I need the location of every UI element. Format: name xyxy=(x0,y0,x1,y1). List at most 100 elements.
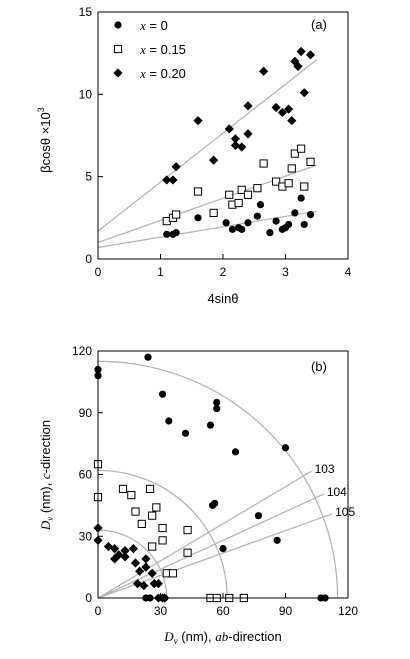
x-axis-label-b-sub: v xyxy=(174,636,178,646)
data-point xyxy=(148,511,157,520)
data-point xyxy=(300,182,309,191)
legend-marker xyxy=(113,44,123,54)
data-point xyxy=(290,149,299,158)
legend-var: x xyxy=(139,18,146,33)
data-point xyxy=(147,568,157,578)
y-axis-label-b-rest: (nm), xyxy=(38,479,53,517)
legend-value: = 0.15 xyxy=(146,42,186,57)
y-axis-label-a: βcosθ ×103 xyxy=(36,107,53,173)
fit-line xyxy=(97,164,317,244)
data-point xyxy=(206,421,215,429)
data-point xyxy=(253,212,261,220)
data-point xyxy=(135,566,145,576)
data-point xyxy=(153,578,164,589)
data-point xyxy=(162,175,172,185)
svg-text:βcosθ ×103: βcosθ ×103 xyxy=(36,107,53,173)
data-point xyxy=(127,490,136,500)
fit-lines xyxy=(97,59,318,249)
data-point xyxy=(297,144,306,153)
fit-line xyxy=(97,59,318,232)
data-point xyxy=(259,159,268,168)
data-point xyxy=(238,225,246,233)
data-point xyxy=(194,214,202,222)
data-point xyxy=(193,116,203,126)
panel-b: 103 104 105 0 30 60 90 120 0 30 60 90 120 (b) Dv (n… xyxy=(38,344,358,646)
data-point xyxy=(131,507,140,516)
data-point xyxy=(193,187,203,196)
data-point xyxy=(120,546,130,556)
data-point xyxy=(120,552,130,562)
x-tick-label: 4 xyxy=(345,265,352,279)
legend-value: = 0.20 xyxy=(146,66,186,81)
data-point xyxy=(287,116,297,126)
data-point xyxy=(144,353,152,361)
data-point xyxy=(141,554,151,564)
fit-line xyxy=(97,210,317,249)
data-point xyxy=(256,201,265,209)
radius-arc xyxy=(97,529,168,599)
data-point xyxy=(230,140,241,150)
y-axis-label-b-sym: D xyxy=(38,520,53,531)
data-point xyxy=(145,484,155,494)
y-tick-label: 10 xyxy=(79,87,93,101)
y-tick-label: 30 xyxy=(79,529,93,543)
legend-var: x xyxy=(139,42,146,57)
data-point xyxy=(296,46,306,57)
data-points-b xyxy=(93,353,329,603)
y-axis-label-a-text: βcosθ ×10 xyxy=(38,112,53,173)
data-point xyxy=(299,88,309,98)
data-point xyxy=(172,210,181,219)
y-tick-label: 0 xyxy=(85,591,92,605)
data-point xyxy=(118,484,128,494)
data-point xyxy=(209,155,219,165)
data-point xyxy=(165,417,173,425)
data-point xyxy=(277,107,287,118)
data-point xyxy=(224,124,234,134)
y-axis-label-b-dir: c xyxy=(38,473,53,479)
x-tick-label: 30 xyxy=(154,604,168,618)
direction-label: 104 xyxy=(327,485,347,499)
x-tick-label: 60 xyxy=(216,604,230,618)
radius-arcs xyxy=(97,360,339,599)
x-tick-label: 120 xyxy=(338,604,358,618)
data-point xyxy=(243,101,253,111)
legend-var: x xyxy=(139,66,146,81)
data-point xyxy=(293,61,303,71)
data-point xyxy=(234,198,243,208)
data-point xyxy=(300,220,308,229)
data-point xyxy=(237,142,247,152)
legend-entry: x = 0 xyxy=(139,18,168,33)
data-point xyxy=(139,581,149,591)
data-point xyxy=(291,209,299,217)
y-tick-label: 0 xyxy=(85,252,92,266)
data-point xyxy=(228,225,236,233)
data-point xyxy=(158,523,167,533)
data-point xyxy=(152,503,161,512)
data-point xyxy=(171,162,181,172)
data-point xyxy=(213,398,221,407)
data-point xyxy=(285,220,293,229)
x-axis-label-a: 4sinθ xyxy=(207,291,238,306)
data-point xyxy=(305,50,316,60)
x-tick-label: 1 xyxy=(157,265,164,279)
y-axis-label-a-exp: 3 xyxy=(36,107,46,112)
x-tick-label: 3 xyxy=(282,265,289,279)
x-tick-label: 0 xyxy=(95,604,102,618)
ticks-b: 0 30 60 90 120 0 30 60 90 120 xyxy=(72,344,358,618)
legend-entry: x = 0.15 xyxy=(139,42,186,57)
y-tick-label: 15 xyxy=(79,5,93,19)
y-tick-label: 90 xyxy=(79,406,93,420)
legend: x = 0x = 0.15x = 0.20 xyxy=(113,18,186,81)
x-tick-label: 0 xyxy=(95,265,102,279)
data-point xyxy=(287,164,296,173)
data-point xyxy=(237,185,246,194)
data-point xyxy=(231,448,240,456)
y-axis-label-b: Dv (nm), c-direction xyxy=(38,420,55,531)
direction-lines: 103 104 105 xyxy=(97,462,355,599)
data-point xyxy=(128,544,139,554)
radius-arc xyxy=(97,360,339,599)
y-tick-label: 60 xyxy=(79,468,93,482)
data-point xyxy=(219,545,227,553)
data-point xyxy=(158,390,167,398)
x-tick-label: 90 xyxy=(279,604,293,618)
